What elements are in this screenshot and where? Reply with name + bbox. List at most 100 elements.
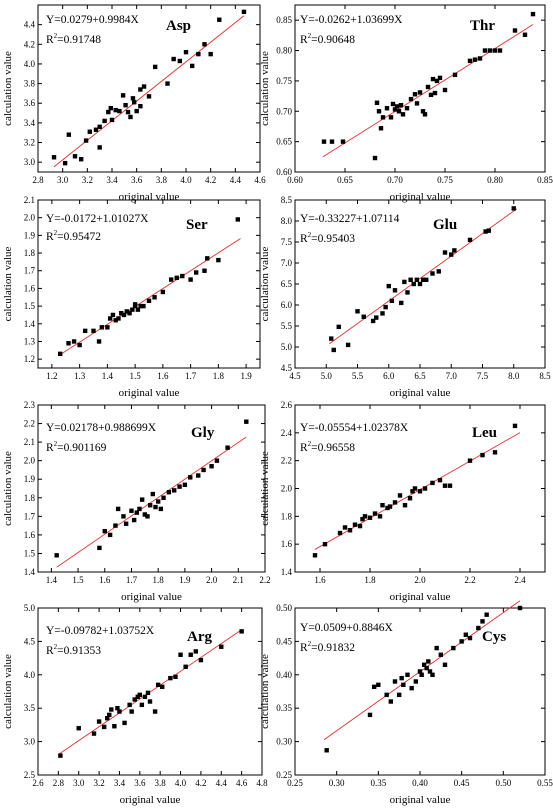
data-point bbox=[214, 458, 220, 463]
y-axis-label: calculation value bbox=[2, 51, 14, 126]
y-axis-label: calculation value bbox=[259, 246, 271, 321]
plot-frame bbox=[37, 404, 266, 573]
data-point bbox=[371, 684, 377, 690]
x-axis-label: original value bbox=[120, 794, 181, 806]
data-point bbox=[121, 312, 127, 318]
x-tick-label: 8.5 bbox=[539, 371, 551, 381]
y-tick-label: 4.5 bbox=[24, 636, 36, 646]
data-point bbox=[58, 753, 63, 758]
data-point bbox=[219, 644, 224, 649]
y-tick-label: 4.0 bbox=[24, 670, 36, 680]
data-point bbox=[427, 669, 433, 674]
data-point bbox=[362, 514, 368, 519]
data-point bbox=[102, 118, 107, 124]
data-point bbox=[329, 336, 334, 341]
x-tick-label: 0.60 bbox=[287, 175, 303, 185]
x-tick-label: 3.4 bbox=[106, 175, 118, 185]
data-point bbox=[463, 632, 469, 637]
y-tick-label: 2.2 bbox=[281, 456, 292, 466]
y-tick-label: 2.3 bbox=[24, 400, 36, 410]
panel-cys: 0.25 0.30 0.35 0.40 0.45 0.50 0.55 0.25 0.30 0.35… bbox=[259, 600, 553, 806]
data-point bbox=[137, 692, 143, 698]
fit-equation: Y=0.02178+0.988699X bbox=[46, 422, 157, 434]
data-point bbox=[497, 48, 503, 53]
data-point bbox=[87, 129, 92, 134]
fit-equation: Y=-0.05554+1.02378X bbox=[300, 422, 409, 434]
data-point bbox=[424, 277, 429, 282]
data-point bbox=[430, 672, 435, 677]
x-tick-label: 1.5 bbox=[130, 371, 142, 381]
data-point bbox=[360, 516, 365, 522]
data-point bbox=[434, 645, 439, 651]
data-point bbox=[512, 423, 518, 429]
x-axis-label: original value bbox=[119, 387, 180, 399]
r-squared: R2=0.91748 bbox=[46, 32, 101, 46]
x-tick-label: 4.2 bbox=[195, 778, 206, 788]
x-tick-label: 3.0 bbox=[57, 175, 69, 185]
y-tick-label: 2.2 bbox=[24, 419, 35, 429]
data-point bbox=[336, 324, 341, 330]
data-point bbox=[517, 605, 523, 611]
data-point bbox=[91, 731, 97, 736]
data-point bbox=[414, 277, 420, 282]
y-tick-label: 1.4 bbox=[24, 567, 36, 577]
data-point bbox=[442, 87, 448, 93]
data-point bbox=[108, 105, 113, 111]
data-point bbox=[480, 619, 485, 624]
data-point bbox=[380, 311, 385, 316]
data-point bbox=[121, 514, 126, 519]
fit-equation: Y=-0.09782+1.03752X bbox=[46, 625, 155, 637]
data-point bbox=[77, 342, 82, 348]
data-point bbox=[239, 629, 244, 634]
data-point bbox=[530, 11, 536, 17]
data-point bbox=[241, 9, 247, 15]
data-point bbox=[370, 318, 376, 324]
data-point bbox=[193, 270, 199, 275]
data-point bbox=[389, 298, 395, 303]
data-point bbox=[394, 104, 400, 109]
y-tick-label: 0.60 bbox=[276, 167, 292, 177]
y-tick-label: 5.0 bbox=[24, 603, 36, 613]
y-axis-label: calculation value bbox=[2, 451, 14, 526]
x-tick-label: 0.25 bbox=[287, 778, 303, 788]
y-tick-label: 2.5 bbox=[24, 770, 36, 780]
x-tick-label: 7.0 bbox=[446, 371, 458, 381]
data-point bbox=[132, 697, 137, 702]
x-tick-label: 0.85 bbox=[537, 175, 553, 185]
data-point bbox=[447, 483, 453, 488]
y-tick-label: 8.0 bbox=[281, 216, 293, 226]
data-point bbox=[165, 81, 170, 86]
data-point bbox=[142, 512, 148, 517]
data-point bbox=[412, 92, 418, 97]
y-tick-label: 1.8 bbox=[24, 493, 36, 503]
data-point bbox=[97, 545, 102, 551]
data-point bbox=[153, 504, 158, 510]
data-point bbox=[417, 90, 423, 95]
y-tick-label: 2.6 bbox=[281, 400, 293, 410]
data-point bbox=[82, 328, 88, 334]
data-point bbox=[402, 279, 407, 285]
x-tick-label: 8.0 bbox=[508, 371, 520, 381]
data-point bbox=[442, 662, 448, 667]
data-point bbox=[96, 719, 102, 724]
data-point bbox=[160, 289, 166, 295]
data-point bbox=[400, 112, 406, 117]
x-tick-label: 1.4 bbox=[46, 575, 58, 585]
fit-equation: Y=0.0509+0.8846X bbox=[300, 622, 394, 634]
y-tick-label: 1.8 bbox=[281, 511, 293, 521]
data-point bbox=[124, 309, 129, 314]
x-tick-label: 1.8 bbox=[213, 371, 225, 381]
panel-gly: 1.4 1.5 1.6 1.7 1.8 1.9 2.0 2.1 2.2 1.4 1.5 1.6 1.7 1… bbox=[2, 400, 271, 603]
data-point bbox=[66, 341, 71, 346]
fit-equation: Y=-0.0172+1.01027X bbox=[46, 213, 149, 225]
data-point bbox=[420, 277, 426, 282]
data-point bbox=[405, 290, 410, 295]
x-tick-label: 1.9 bbox=[179, 575, 191, 585]
data-point bbox=[198, 657, 204, 663]
x-tick-label: 4.8 bbox=[256, 778, 268, 788]
data-point bbox=[408, 96, 414, 102]
data-point bbox=[177, 58, 183, 64]
panel-arg: 2.6 2.8 3.0 3.2 3.4 3.6 3.8 4.0 4.2 4.4 4.6 4.8 2.5 3… bbox=[2, 603, 268, 806]
x-tick-label: 3.6 bbox=[134, 778, 146, 788]
